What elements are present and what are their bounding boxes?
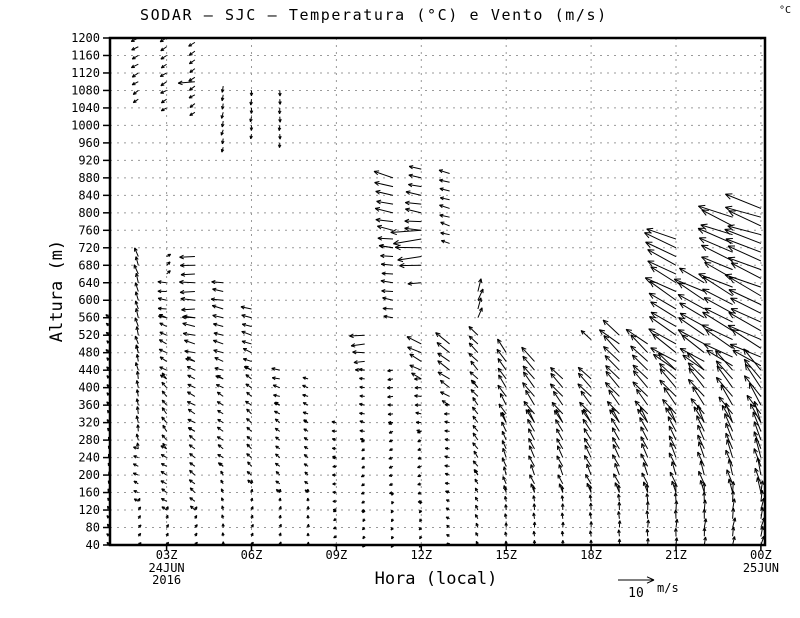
y-tick-label: 840: [78, 188, 100, 202]
gridlines: [110, 38, 765, 545]
wind-profile-08Z: [302, 376, 310, 546]
wind-profile-00Z: [724, 193, 766, 546]
y-tick-label: 960: [78, 136, 100, 150]
y-tick-label: 640: [78, 276, 100, 290]
x-tick-label: 03Z: [156, 548, 178, 562]
y-tick-label: 720: [78, 241, 100, 255]
y-tick-label: 920: [78, 153, 100, 167]
x-tick-label: 18Z: [580, 548, 602, 562]
wind-profile-03Z: [157, 37, 172, 546]
x-tick-label: 12Z: [410, 548, 432, 562]
wind-profile-16Z: [521, 346, 537, 546]
y-tick-label: 280: [78, 433, 100, 447]
y-tick-label: 200: [78, 468, 100, 482]
x-tick-label: 06Z: [241, 548, 263, 562]
y-tick-label: 800: [78, 206, 100, 220]
y-tick-label: 1200: [71, 31, 100, 45]
wind-profile-19Z: [598, 319, 622, 546]
wind-profile-17Z: [549, 366, 565, 546]
wind-profile-06Z: [240, 90, 254, 546]
wind-profile-23Z: [697, 204, 737, 546]
wind-profile-15Z: [496, 338, 508, 546]
x-tick-label: 15Z: [495, 548, 517, 562]
y-tick-label: 1040: [71, 101, 100, 115]
y-tick-label: 560: [78, 311, 100, 325]
y-tick-label: 40: [86, 538, 100, 552]
y-tick-label: 240: [78, 451, 100, 465]
x-tick-label: 00Z: [750, 548, 772, 562]
y-tick-label: 1000: [71, 118, 100, 132]
y-tick-label: 1160: [71, 48, 100, 62]
y-tick-label: 520: [78, 328, 100, 342]
y-tick-label: 760: [78, 223, 100, 237]
wind-profile-05Z: [210, 86, 225, 546]
y-tick-label: 120: [78, 503, 100, 517]
x-date-label: 24JUN: [149, 561, 185, 575]
wind-profile-12Z: [390, 165, 423, 548]
wind-profile-10Z: [349, 333, 366, 548]
y-tick-label: 80: [86, 521, 100, 535]
y-tick-label: 880: [78, 171, 100, 185]
wind-profile-21Z: [644, 227, 679, 546]
wind-profile-22Z: [673, 267, 708, 546]
wind-profile-02Z: [130, 37, 142, 546]
y-tick-label: 360: [78, 398, 100, 412]
wind-profile-04Z: [177, 41, 198, 546]
wind-profile-14Z: [468, 278, 484, 546]
x-tick-label: 09Z: [326, 548, 348, 562]
y-tick-label: 680: [78, 258, 100, 272]
y-tick-label: 1120: [71, 66, 100, 80]
wind-profile-09Z: [331, 420, 337, 547]
legend-speed-unit: m/s: [657, 581, 679, 595]
chart-title: SODAR – SJC – Temperatura (°C) e Vento (…: [140, 6, 608, 24]
wind-profile-07Z: [271, 90, 282, 546]
colorbar-unit-label: °C: [779, 5, 791, 16]
plot-frame: [108, 36, 767, 547]
y-tick-label: 480: [78, 346, 100, 360]
x-date-label: 25JUN: [743, 561, 779, 575]
wind-scale-legend: 10 m/s: [618, 576, 679, 601]
wind-arrows: [105, 37, 766, 548]
y-tick-label: 1080: [71, 83, 100, 97]
y-axis-ticks: 40 80 120 160 200 240 280 320 360 400 440 480 520 560…: [71, 31, 110, 552]
y-tick-label: 400: [78, 381, 100, 395]
y-tick-label: 440: [78, 363, 100, 377]
y-tick-label: 320: [78, 416, 100, 430]
x-date-label: 2016: [152, 573, 181, 587]
wind-profile-20Z: [625, 328, 651, 546]
y-tick-label: 160: [78, 486, 100, 500]
y-axis-title: Altura (m): [47, 240, 67, 342]
x-tick-label: 21Z: [665, 548, 687, 562]
x-axis-title: Hora (local): [375, 569, 498, 589]
wind-profile-13Z: [435, 169, 450, 546]
wind-profile-11Z: [373, 170, 395, 548]
y-tick-label: 600: [78, 293, 100, 307]
legend-speed-value: 10: [628, 586, 644, 601]
wind-profile-18Z: [577, 330, 593, 546]
